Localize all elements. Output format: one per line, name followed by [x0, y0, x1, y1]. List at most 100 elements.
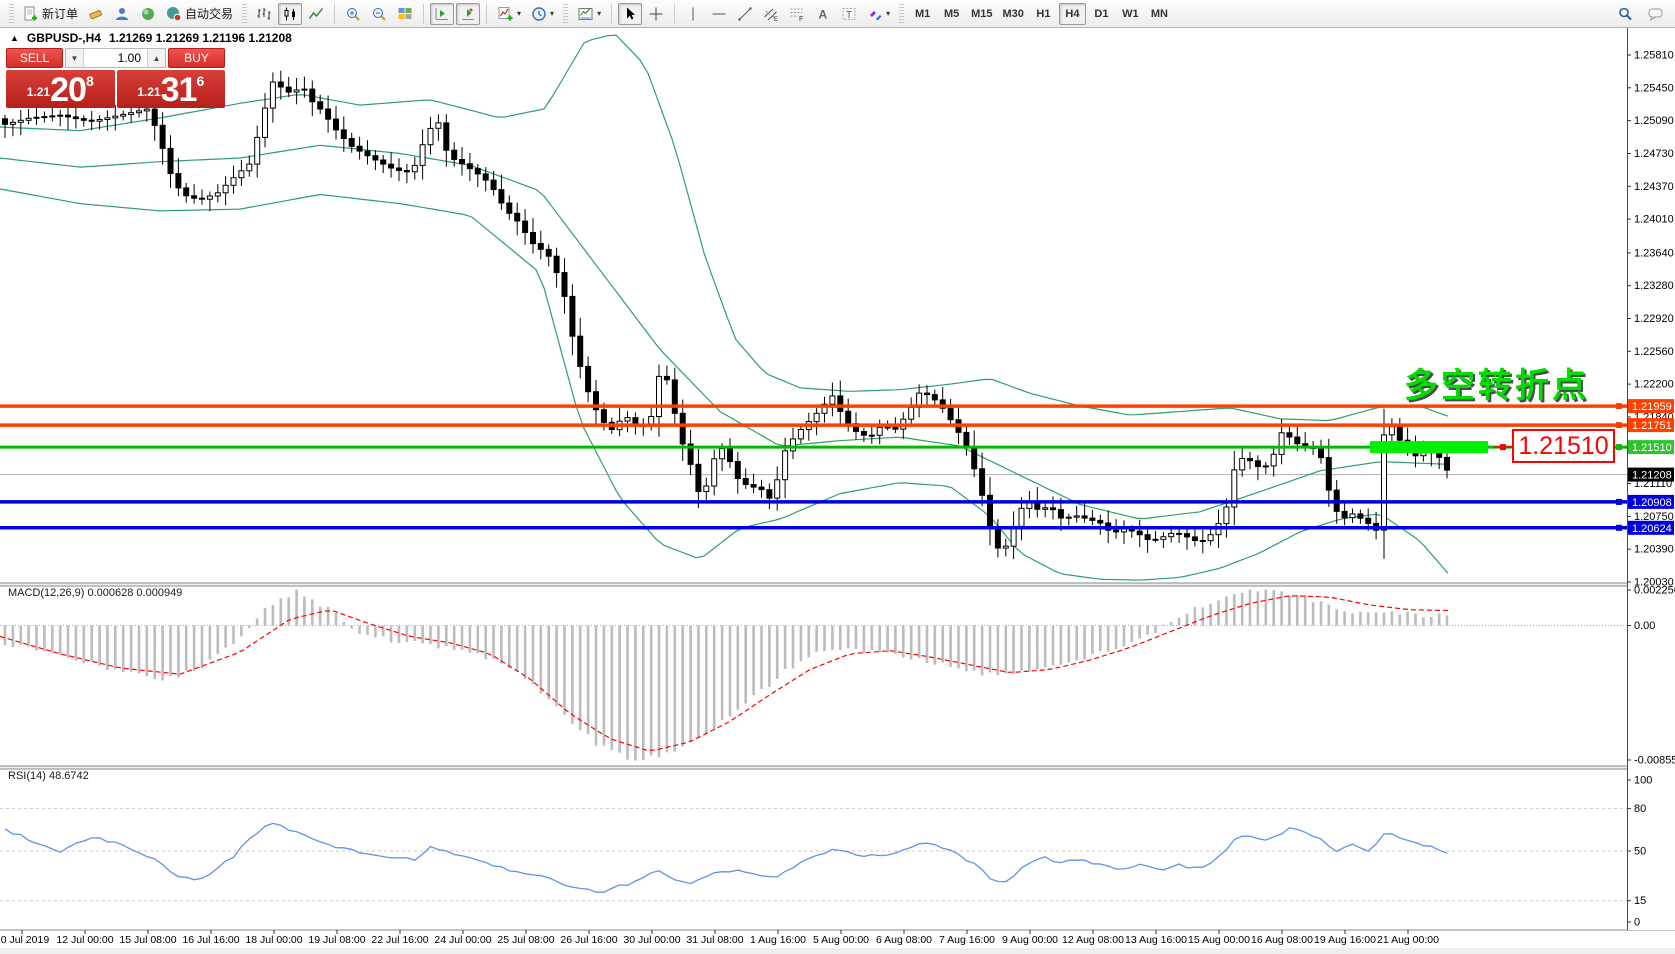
equidistant-channel-button[interactable]: E — [759, 3, 783, 25]
timeframe-m15-button[interactable]: M15 — [971, 7, 993, 20]
crosshair-button[interactable] — [644, 3, 668, 25]
auto-scroll-icon — [435, 7, 449, 20]
text-label-icon: T — [842, 7, 856, 21]
svg-text:1.24010: 1.24010 — [1634, 214, 1674, 226]
svg-text:15: 15 — [1634, 895, 1646, 907]
dropdown-caret-icon: ▾ — [517, 9, 522, 18]
search-button[interactable] — [1613, 3, 1637, 25]
line-chart-icon — [308, 7, 324, 19]
autotrading-label: 自动交易 — [185, 7, 234, 21]
periods-button[interactable]: ▾ — [527, 3, 558, 25]
autotrading-button[interactable]: 自动交易 — [162, 3, 237, 25]
cursor-icon — [627, 7, 636, 19]
svg-text:31 Jul 08:00: 31 Jul 08:00 — [686, 934, 743, 946]
sell-price-prefix: 1.21 — [26, 85, 51, 99]
rsi-name: RSI(14) — [8, 770, 46, 782]
svg-text:1.21959: 1.21959 — [1632, 401, 1672, 413]
navigator-button[interactable] — [136, 3, 160, 25]
toolbar-grip[interactable] — [899, 3, 905, 24]
tile-windows-button[interactable] — [393, 3, 417, 25]
sell-price-box[interactable]: 1.21 20 8 — [6, 70, 115, 108]
buy-price-sup: 6 — [196, 73, 205, 89]
svg-text:21 Aug 00:00: 21 Aug 00:00 — [1377, 934, 1439, 946]
timeframe-m30-button[interactable]: M30 — [1002, 7, 1024, 20]
svg-text:A: A — [819, 7, 828, 21]
zoom-in-button[interactable] — [341, 3, 365, 25]
svg-text:6 Aug 08:00: 6 Aug 08:00 — [876, 934, 932, 946]
price-callout-box[interactable]: 1.21510 — [1512, 429, 1615, 463]
volume-value[interactable]: 1.00 — [117, 51, 141, 65]
indicator-window-icon — [578, 7, 593, 20]
timeframe-mn-button[interactable]: MN — [1150, 7, 1168, 20]
svg-text:1.22560: 1.22560 — [1634, 346, 1674, 358]
line-chart-button[interactable] — [304, 3, 328, 25]
svg-text:26 Jul 16:00: 26 Jul 16:00 — [560, 934, 617, 946]
bar-chart-button[interactable] — [252, 3, 276, 25]
chart-shift-button[interactable] — [456, 2, 481, 25]
indicators-button[interactable]: ▾ — [493, 3, 525, 25]
svg-text:1.20624: 1.20624 — [1632, 523, 1672, 535]
chart-text-annotation[interactable]: 多空转折点 — [1404, 367, 1589, 405]
text-label-button[interactable]: T — [837, 3, 861, 25]
metaeditor-button[interactable] — [84, 3, 108, 25]
vertical-line-button[interactable] — [681, 3, 705, 25]
timeframe-d1-button[interactable]: D1 — [1094, 7, 1109, 20]
buy-button[interactable]: BUY — [168, 48, 225, 68]
svg-text:10 Jul 2019: 10 Jul 2019 — [0, 934, 49, 946]
svg-text:24 Jul 00:00: 24 Jul 00:00 — [434, 934, 491, 946]
svg-text:19 Aug 16:00: 19 Aug 16:00 — [1314, 934, 1376, 946]
auto-scroll-button[interactable] — [430, 2, 455, 25]
svg-text:9 Aug 00:00: 9 Aug 00:00 — [1002, 934, 1058, 946]
svg-text:1.20750: 1.20750 — [1634, 511, 1674, 523]
svg-text:1.20908: 1.20908 — [1632, 497, 1672, 509]
dropdown-caret-icon: ▾ — [597, 9, 602, 18]
arrows-button[interactable]: ▾ — [863, 3, 894, 25]
volume-increase-button[interactable]: ▲ — [147, 49, 165, 67]
bar-chart-icon — [257, 7, 271, 20]
new-order-button[interactable]: 新订单 — [19, 3, 82, 25]
sell-price-sup: 8 — [85, 73, 94, 89]
timeframe-w1-button[interactable]: W1 — [1122, 7, 1139, 20]
fibonacci-button[interactable]: F — [785, 3, 809, 25]
rsi-indicator-label: RSI(14) 48.6742 — [8, 770, 89, 782]
sell-button[interactable]: SELL — [6, 48, 63, 68]
timeframe-m1-button[interactable]: M1 — [914, 7, 931, 20]
dropdown-caret-icon: ▾ — [550, 9, 555, 18]
svg-text:E: E — [774, 17, 778, 22]
timeframe-m5-button[interactable]: M5 — [943, 7, 960, 20]
toolbar-grip[interactable] — [242, 3, 248, 24]
zoom-out-button[interactable] — [367, 3, 391, 25]
text-button[interactable]: A — [811, 3, 835, 25]
svg-text:T: T — [846, 10, 852, 21]
metaeditor-icon — [89, 9, 102, 19]
candlestick-chart-button[interactable] — [278, 2, 303, 25]
cursor-button[interactable] — [618, 2, 643, 25]
toolbar-grip[interactable] — [563, 3, 569, 24]
horizontal-line-button[interactable] — [707, 3, 731, 25]
svg-text:1.21510: 1.21510 — [1632, 442, 1672, 454]
chat-button[interactable] — [1643, 3, 1669, 25]
chart-shift-icon — [462, 8, 475, 20]
toolbar-grip[interactable] — [9, 3, 14, 24]
svg-text:7 Aug 16:00: 7 Aug 16:00 — [939, 934, 995, 946]
svg-text:50: 50 — [1634, 846, 1646, 858]
indicator-window-button[interactable]: ▾ — [573, 3, 605, 25]
horizontal-line-icon — [712, 13, 726, 14]
clock-icon — [532, 6, 546, 21]
trendline-icon — [738, 6, 752, 21]
data-window-button[interactable] — [110, 3, 134, 25]
collapse-arrow-icon[interactable]: ▲ — [10, 33, 19, 43]
buy-price-box[interactable]: 1.21 31 6 — [116, 70, 225, 108]
chart-canvas[interactable]: 1.25810 1.25450 1.25090 1.24730 1.24370 1.240… — [0, 28, 1675, 948]
timeframe-h4-button[interactable]: H4 — [1058, 2, 1086, 25]
volume-decrease-button[interactable]: ▼ — [66, 49, 84, 67]
timeframe-h1-button[interactable]: H1 — [1036, 7, 1051, 20]
macd-name: MACD(12,26,9) — [8, 587, 85, 599]
main-price-panel — [0, 34, 1627, 581]
svg-text:1.20390: 1.20390 — [1634, 544, 1674, 556]
trendline-button[interactable] — [733, 3, 757, 25]
svg-text:1.24370: 1.24370 — [1634, 181, 1674, 193]
arrow-objects-icon — [870, 10, 882, 20]
indicators-icon — [498, 6, 513, 20]
svg-text:80: 80 — [1634, 803, 1646, 815]
